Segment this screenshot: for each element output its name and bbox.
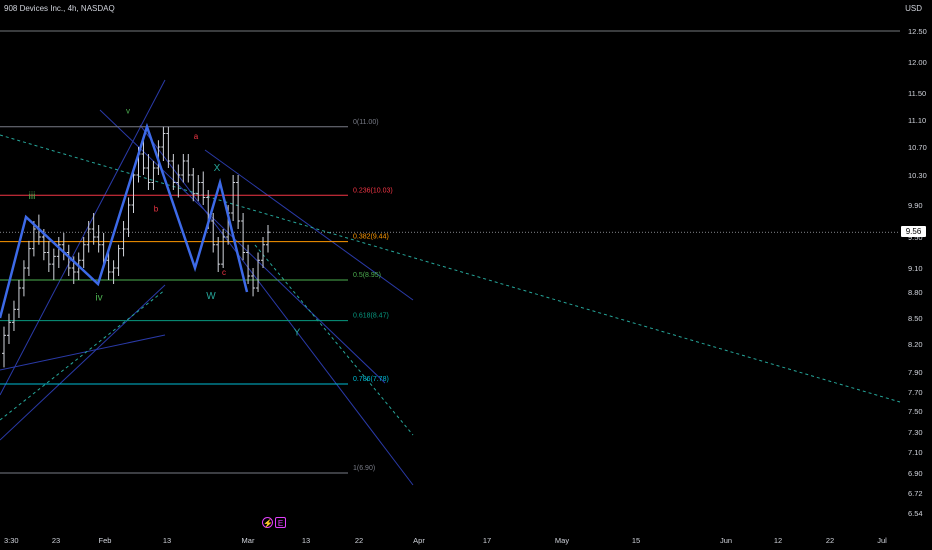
y-axis: 12.50 12.00 11.50 11.10 10.70 10.30 9.90 9.50 9.…	[908, 27, 927, 518]
y-tick-label: 7.30	[908, 428, 923, 437]
wave-labels-layer: iii v iv a b c X W Y	[29, 106, 301, 338]
x-tick-label: 13	[163, 536, 171, 545]
y-tick-label: 6.54	[908, 509, 923, 518]
wave-label: Y	[294, 327, 301, 338]
fib-level-label: 0.236(10.03)	[353, 187, 393, 194]
fibonacci-layer: 0(11.00) 0.236(10.03) 0.382(9.44) 0.5(8.95)…	[0, 119, 393, 474]
y-tick-label: 7.90	[908, 368, 923, 377]
wave-layer	[0, 122, 249, 319]
trend-line-dashed[interactable]	[254, 244, 414, 436]
trend-line[interactable]	[0, 284, 166, 441]
x-tick-label: 3:30	[4, 536, 19, 545]
x-axis: 3:30 23 Feb 13 Mar 13 22 Apr 17 May 15 Jun 12 22 Jul	[4, 536, 887, 545]
y-tick-label: 9.10	[908, 264, 923, 273]
x-tick-label: Jun	[720, 536, 732, 545]
x-tick-label: May	[555, 536, 569, 545]
symbol-title[interactable]: 908 Devices Inc., 4h, NASDAQ	[4, 4, 115, 13]
wave-label: a	[194, 132, 199, 141]
x-tick-label: Apr	[413, 536, 425, 545]
x-tick-label: 13	[302, 536, 310, 545]
x-tick-label: Jul	[877, 536, 887, 545]
trend-line[interactable]	[0, 334, 166, 371]
y-tick-label: 10.30	[908, 171, 927, 180]
trend-line[interactable]	[0, 134, 901, 403]
grid-layer	[0, 30, 900, 233]
elliott-wave-path[interactable]	[0, 122, 249, 319]
fib-level-label: 0.618(8.47)	[353, 313, 389, 320]
wave-label: X	[214, 163, 221, 174]
y-tick-label: 11.50	[908, 89, 926, 98]
y-tick-label: 7.50	[908, 407, 923, 416]
y-tick-label: 8.80	[908, 288, 923, 297]
wave-label: W	[206, 291, 216, 302]
lightning-icon[interactable]: ⚡	[262, 517, 273, 528]
y-tick-label: 7.70	[908, 388, 923, 397]
current-price-badge: 9.56	[901, 226, 926, 237]
x-tick-label: 23	[52, 536, 60, 545]
fib-level-label: 0(11.00)	[353, 119, 379, 126]
trend-line[interactable]	[204, 149, 414, 301]
x-tick-label: Mar	[242, 536, 255, 545]
fib-level-label: 0.786(7.78)	[353, 376, 389, 383]
fib-level-label: 0.382(9.44)	[353, 234, 389, 241]
candles-layer	[2, 126, 270, 368]
wave-label: iii	[29, 191, 36, 202]
trend-line-dashed[interactable]	[0, 289, 166, 421]
y-tick-label: 9.50	[908, 233, 923, 242]
x-tick-label: 12	[774, 536, 782, 545]
y-tick-label: 10.70	[908, 143, 927, 152]
event-icons: ⚡ E	[262, 517, 286, 528]
y-tick-label: 12.00	[908, 58, 927, 67]
y-tick-label: 7.10	[908, 448, 923, 457]
y-tick-label: 8.50	[908, 314, 923, 323]
y-tick-label: 8.20	[908, 340, 923, 349]
x-tick-label: Feb	[99, 536, 112, 545]
drawing-layer	[0, 79, 901, 486]
wave-label: iv	[95, 293, 102, 304]
wave-label: v	[126, 106, 130, 115]
y-tick-label: 11.10	[908, 116, 926, 125]
x-tick-label: 22	[826, 536, 834, 545]
x-tick-label: 22	[355, 536, 363, 545]
x-tick-label: 15	[632, 536, 640, 545]
y-tick-label: 12.50	[908, 27, 927, 36]
fib-level-label: 1(6.90)	[353, 465, 375, 472]
x-tick-label: 17	[483, 536, 491, 545]
wave-label: b	[154, 204, 159, 213]
trend-line[interactable]	[99, 109, 386, 384]
trend-line[interactable]	[0, 79, 166, 396]
y-tick-label: 6.72	[908, 489, 923, 498]
earnings-icon[interactable]: E	[275, 517, 286, 528]
y-tick-label: 6.90	[908, 469, 923, 478]
y-tick-label: 9.90	[908, 201, 923, 210]
wave-label: c	[222, 268, 226, 277]
fib-level-label: 0.5(8.95)	[353, 272, 381, 279]
currency-label: USD	[905, 4, 922, 13]
trend-line[interactable]	[139, 124, 414, 486]
